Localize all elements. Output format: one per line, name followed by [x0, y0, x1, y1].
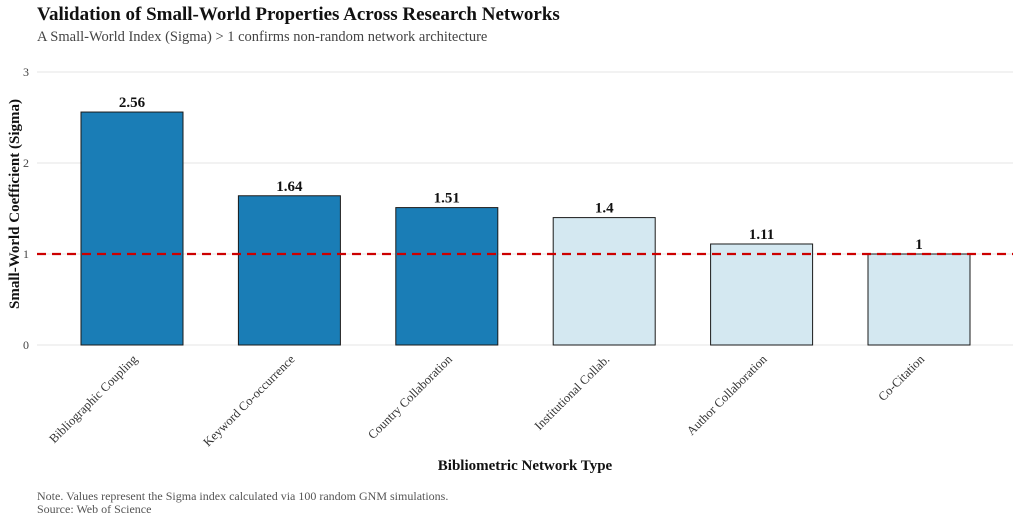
- caption-note: Note. Values represent the Sigma index c…: [37, 489, 449, 503]
- bar-5: [710, 243, 814, 346]
- x-axis-ticks: Bibliographic Coupling Keyword Co-occurre…: [46, 352, 927, 450]
- x-tick-label: Institutional Collab.: [532, 352, 613, 433]
- bars: [80, 111, 971, 346]
- x-tick-label: Author Collaboration: [684, 352, 770, 438]
- y-tick-label: 3: [23, 65, 29, 79]
- x-tick-label: Keyword Co-occurrence: [200, 352, 297, 449]
- y-tick-label: 0: [23, 338, 29, 352]
- chart-subtitle: A Small-World Index (Sigma) > 1 confirms…: [37, 29, 488, 45]
- x-tick-label: Country Collaboration: [365, 352, 455, 442]
- bar-value-label: 1.11: [749, 227, 774, 243]
- y-axis-ticks: 0 1 2 3: [23, 65, 29, 352]
- x-tick-label: Bibliographic Coupling: [46, 352, 140, 446]
- bar-value-label: 2.56: [119, 95, 146, 111]
- bar-value-label: 1.64: [276, 179, 303, 195]
- bar-1: [80, 111, 184, 346]
- y-axis-title: Small-World Coefficient (Sigma): [7, 99, 23, 309]
- bar-value-label: 1: [915, 237, 923, 253]
- value-labels: 2.56 1.64 1.51 1.4 1.11 1: [119, 95, 923, 253]
- x-tick-label: Co-Citation: [875, 352, 927, 404]
- y-tick-label: 1: [23, 247, 29, 261]
- caption-source: Source: Web of Science: [37, 502, 152, 516]
- chart-title: Validation of Small-World Properties Acr…: [37, 4, 560, 25]
- bar-value-label: 1.4: [595, 201, 614, 217]
- bar-value-label: 1.51: [434, 191, 460, 207]
- bar-4: [552, 217, 656, 346]
- bar-6: [867, 253, 971, 346]
- bar-2: [237, 195, 341, 346]
- chart-caption: Note. Values represent the Sigma index c…: [37, 490, 448, 516]
- y-tick-label: 2: [23, 156, 29, 170]
- bar-3: [395, 207, 499, 346]
- x-axis-title: Bibliometric Network Type: [438, 458, 613, 474]
